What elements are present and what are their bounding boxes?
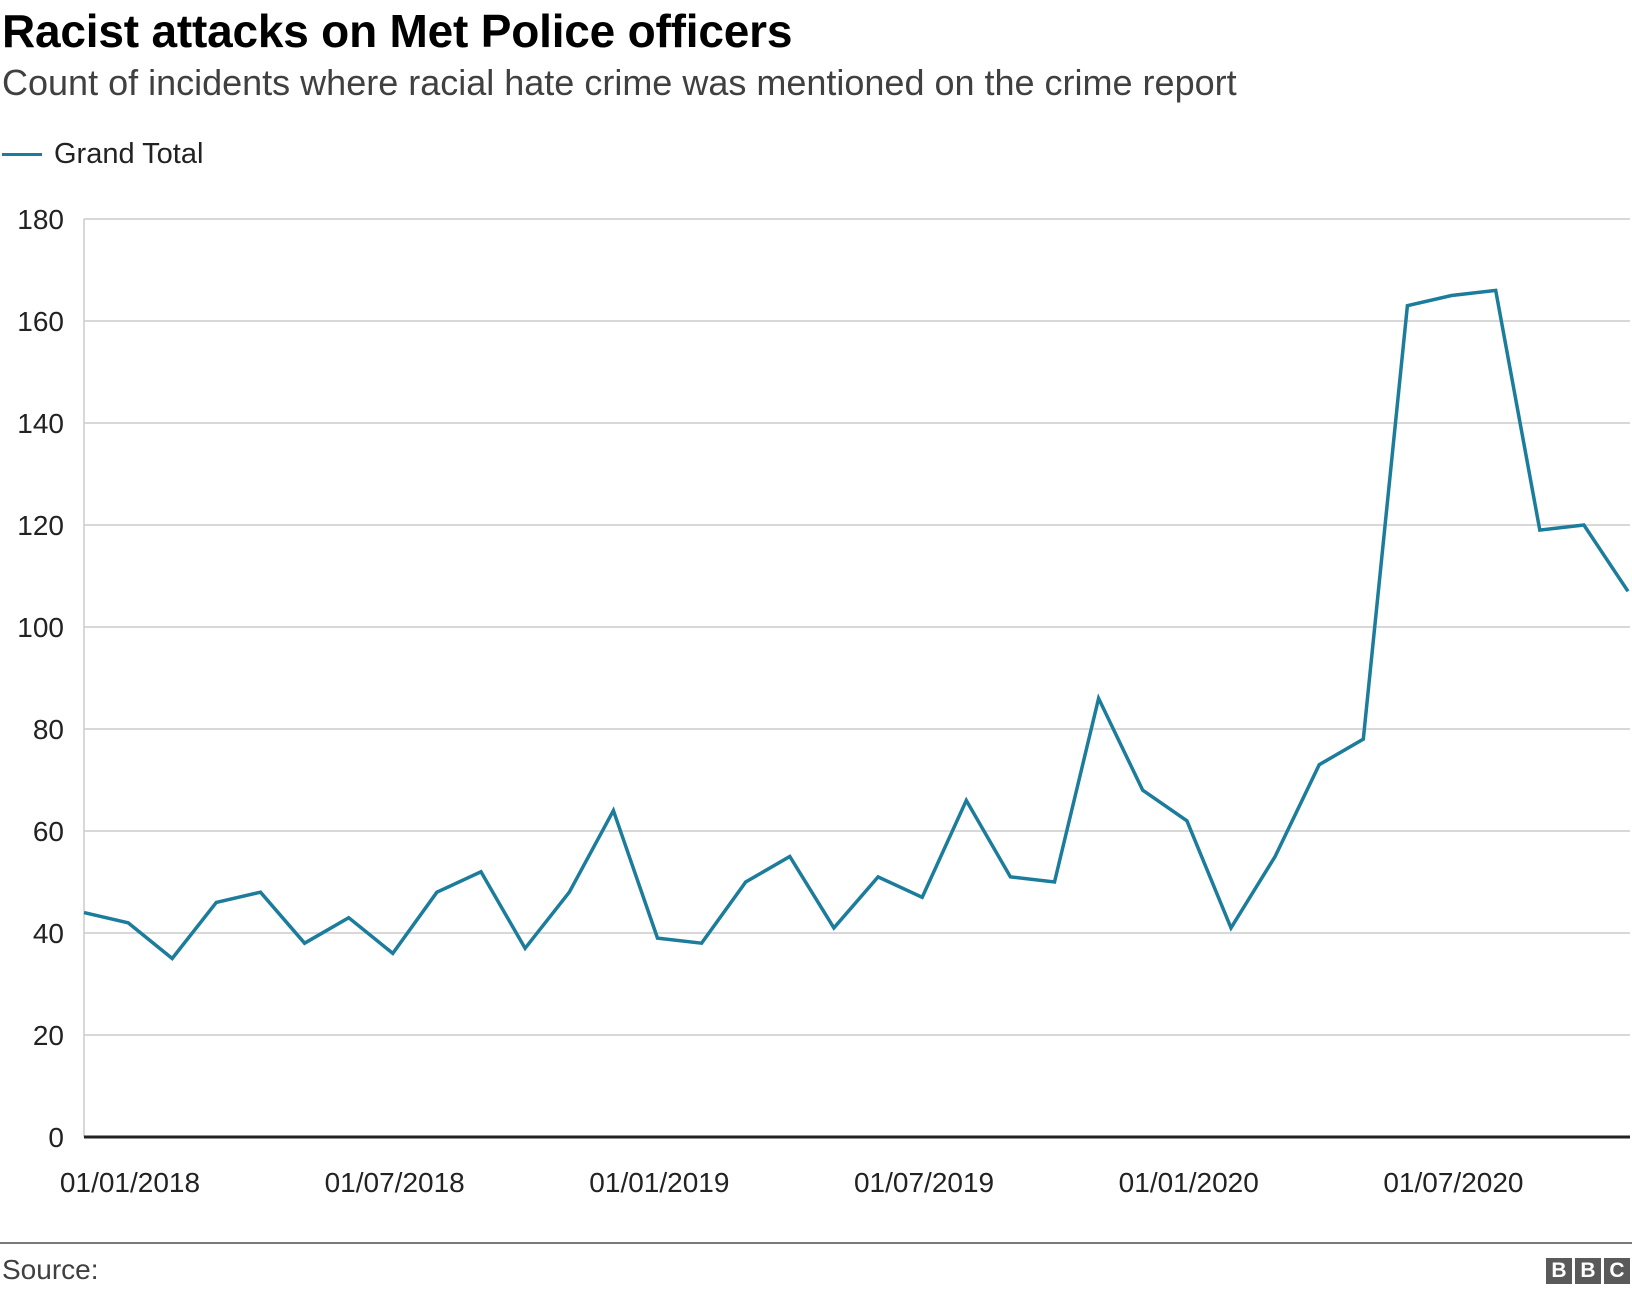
- legend: Grand Total: [2, 136, 203, 172]
- y-tick-label: 80: [33, 714, 64, 745]
- y-tick-label: 120: [17, 510, 64, 541]
- y-tick-label: 140: [17, 408, 64, 439]
- x-tick-label: 01/01/2020: [1119, 1167, 1259, 1198]
- y-tick-label: 160: [17, 306, 64, 337]
- source-label: Source:: [2, 1254, 99, 1285]
- y-tick-label: 60: [33, 816, 64, 847]
- x-tick-label: 01/01/2018: [60, 1167, 200, 1198]
- chart-subtitle: Count of incidents where racial hate cri…: [2, 62, 1237, 103]
- x-tick-label: 01/01/2019: [589, 1167, 729, 1198]
- x-tick-label: 01/07/2018: [325, 1167, 465, 1198]
- chart-title: Racist attacks on Met Police officers: [2, 5, 793, 57]
- bbc-logo-letter-3: C: [1604, 1258, 1630, 1284]
- line-chart: 0 20 40 60 80 100 120 140 160 180 01/01/2018 01/07/…: [17, 204, 1630, 1198]
- x-tick-label: 01/07/2020: [1383, 1167, 1523, 1198]
- y-tick-label: 20: [33, 1020, 64, 1051]
- footer-divider: [0, 1242, 1632, 1244]
- bbc-logo: B B C: [1546, 1258, 1630, 1284]
- bbc-logo-letter-2: B: [1575, 1258, 1601, 1284]
- series-line-grand-total: [83, 288, 1630, 961]
- bbc-logo-letter-1: B: [1546, 1258, 1572, 1284]
- legend-line-swatch: [2, 152, 42, 156]
- y-tick-label: 180: [17, 204, 64, 235]
- y-tick-label: 0: [48, 1122, 64, 1153]
- legend-label: Grand Total: [54, 137, 204, 170]
- y-tick-label: 40: [33, 918, 64, 949]
- x-tick-label: 01/07/2019: [854, 1167, 994, 1198]
- y-tick-label: 100: [17, 612, 64, 643]
